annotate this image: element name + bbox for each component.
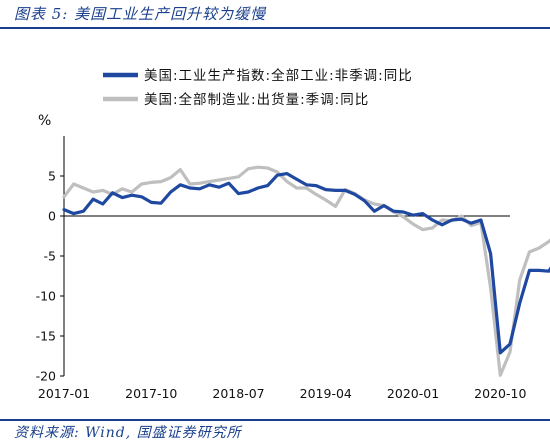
source-rule (0, 419, 550, 421)
y-tick-label: -15 (36, 329, 56, 344)
y-tick-label: 5 (48, 169, 56, 184)
x-tick-label: 2020-10 (474, 386, 526, 401)
y-tick-label: -5 (44, 249, 56, 264)
legend-label-series-1: 美国:工业生产指数:全部工业:非季调:同比 (144, 67, 413, 84)
x-tick-label: 2018-07 (212, 386, 264, 401)
figure-source: 资料来源: Wind, 国盛证券研究所 (14, 425, 242, 441)
y-tick-label: -20 (36, 369, 56, 384)
series-line-1 (62, 172, 550, 355)
x-tick-label: 2020-01 (387, 386, 439, 401)
x-tick-label: 2019-04 (300, 386, 352, 401)
plot-area: 5 0 -5 -10 -15 -20 2017-01 2017-10 2018-07 2019-0… (36, 136, 550, 401)
x-tick-label: 2017-01 (38, 386, 90, 401)
legend-label-series-2: 美国:全部制造业:出货量:季调:同比 (144, 91, 369, 108)
series-line-2 (62, 165, 550, 377)
title-rule (0, 27, 550, 29)
y-axis-unit: % (38, 113, 51, 129)
y-tick-label: -10 (36, 289, 56, 304)
x-tick-label: 2017-10 (125, 386, 177, 401)
y-tick-label: 0 (48, 209, 56, 224)
figure-title: 图表 5: 美国工业生产回升较为缓慢 (14, 5, 267, 23)
